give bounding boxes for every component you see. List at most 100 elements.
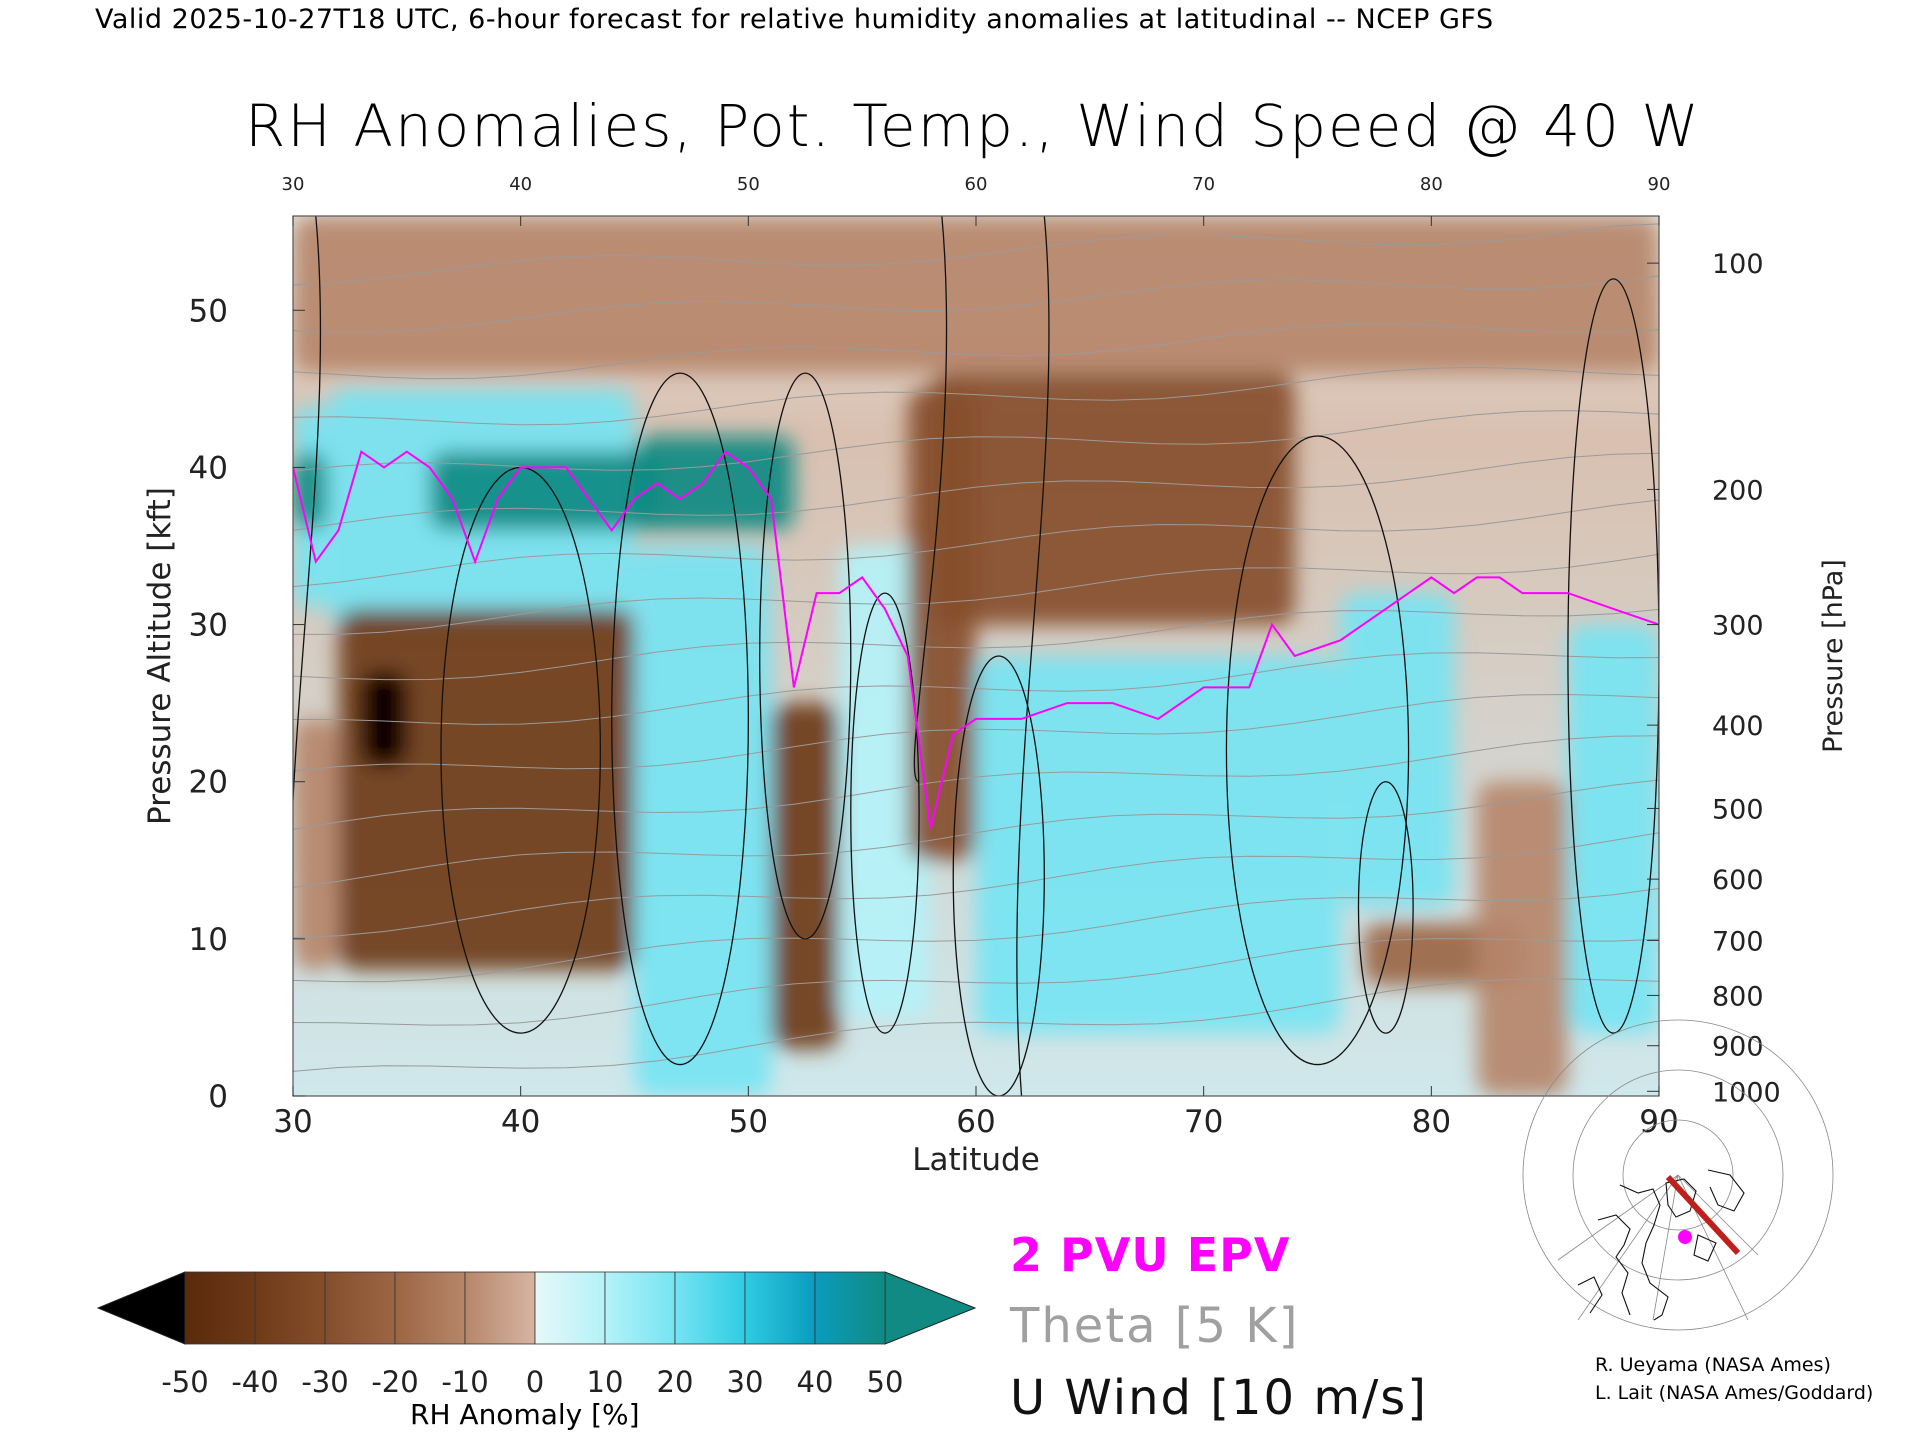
y2-tick-label: 600	[1712, 865, 1764, 896]
x-top-tick-label: 70	[1192, 174, 1215, 195]
y-axis-label: Pressure Altitude [kft]	[142, 487, 178, 825]
y2-tick-label: 100	[1712, 249, 1764, 280]
colorbar-segment	[744, 1271, 816, 1345]
colorbar-tick-label: 20	[657, 1365, 694, 1399]
rh-region	[976, 656, 1341, 1034]
axes: 3030404050506060707080809090010203040501…	[189, 174, 1781, 1140]
colorbar-tick-label: 40	[797, 1365, 834, 1399]
x-tick-label: 80	[1412, 1104, 1451, 1140]
y2-tick-label: 700	[1712, 926, 1764, 957]
theta-contour	[293, 275, 1659, 333]
rh-region	[1567, 624, 1659, 1034]
theta-contour	[293, 832, 1659, 939]
y2-tick-label: 900	[1712, 1032, 1764, 1063]
x-axis-label: Latitude	[912, 1142, 1040, 1178]
x-tick-label: 50	[729, 1104, 768, 1140]
colorbar-tick-label: 10	[587, 1365, 624, 1399]
y-tick-label: 50	[189, 293, 228, 329]
colorbar-segment	[464, 1271, 536, 1345]
colorbar-tick-label: -40	[231, 1365, 278, 1399]
x-top-tick-label: 30	[282, 174, 305, 195]
epv-2pvu-line	[293, 450, 1659, 830]
rh-region	[361, 671, 407, 766]
legend-u-wind: U Wind [10 m/s]	[1010, 1370, 1429, 1426]
plot-area	[293, 216, 1659, 1096]
colorbar-segment	[184, 1271, 256, 1345]
u-wind-contour	[1567, 278, 1659, 1034]
x-tick-label: 90	[1639, 1104, 1678, 1140]
theta-contour	[293, 652, 1659, 725]
rh-region	[1476, 781, 1568, 1096]
y-tick-label: 40	[189, 450, 228, 486]
y2-tick-label: 800	[1712, 981, 1764, 1012]
rh-region	[1340, 593, 1455, 908]
colorbar-tick-label: -20	[371, 1365, 418, 1399]
inset-map-graticule	[1522, 1019, 1834, 1331]
u-wind-contours	[293, 216, 1659, 1096]
rh-region	[293, 718, 339, 971]
u-wind-contour	[1016, 216, 1050, 1096]
colorbar-segment	[814, 1271, 886, 1345]
y2-tick-label: 300	[1712, 611, 1764, 642]
u-wind-contour	[293, 216, 322, 1096]
colorbar-segment	[324, 1271, 396, 1345]
x-tick-label: 30	[273, 1104, 312, 1140]
y2-tick-label: 400	[1712, 711, 1764, 742]
y-tick-label: 20	[189, 765, 228, 801]
cross-section-line	[1665, 1174, 1741, 1256]
colorbar-tick-label: 30	[727, 1365, 764, 1399]
credit-line-1: R. Ueyama (NASA Ames)	[1595, 1354, 1831, 1376]
y2-tick-label: 500	[1712, 794, 1764, 825]
colorbar-segment	[674, 1271, 746, 1345]
colorbar-segment	[394, 1271, 466, 1345]
y-tick-label: 30	[189, 608, 228, 644]
rh-region	[634, 436, 794, 531]
epv-line	[293, 450, 1659, 830]
theta-contour	[293, 553, 1659, 635]
rh-region	[293, 216, 1659, 374]
theta-contour	[293, 888, 1659, 983]
theta-contour	[293, 735, 1659, 830]
x-top-tick-label: 40	[509, 174, 532, 195]
rh-region	[771, 703, 840, 1049]
u-wind-contour	[759, 372, 852, 940]
rh-region	[634, 546, 772, 1096]
colorbar-segment	[254, 1271, 326, 1345]
theta-contour	[293, 608, 1659, 681]
credit-line-2: L. Lait (NASA Ames/Goddard)	[1595, 1382, 1874, 1404]
theta-contour	[293, 366, 1659, 426]
y-tick-label: 10	[189, 922, 228, 958]
theta-contour	[293, 693, 1659, 772]
x-top-tick-label: 80	[1420, 174, 1443, 195]
colorbar-segment	[534, 1271, 606, 1345]
u-wind-contour	[913, 216, 948, 783]
rh-region	[429, 451, 658, 531]
legend-theta: Theta [5 K]	[1010, 1298, 1300, 1354]
theta-contour	[293, 978, 1659, 1072]
location-marker	[1678, 1230, 1692, 1244]
y2-tick-label: 200	[1712, 475, 1764, 506]
colorbar-tick-label: 0	[526, 1365, 544, 1399]
theta-contour	[293, 779, 1659, 888]
theta-contour	[293, 938, 1659, 1026]
y2-axis-label: Pressure [hPa]	[1818, 559, 1849, 753]
x-top-tick-label: 60	[965, 174, 988, 195]
colorbar-tick-label: -30	[301, 1365, 348, 1399]
colorbar-tick-label: -10	[441, 1365, 488, 1399]
y-tick-label: 0	[208, 1079, 228, 1115]
legend-epv: 2 PVU EPV	[1010, 1228, 1291, 1282]
x-tick-label: 70	[1184, 1104, 1223, 1140]
colorbar-over-triangle	[884, 1271, 977, 1345]
forecast-caption: Valid 2025-10-27T18 UTC, 6-hour forecast…	[95, 4, 1494, 35]
chart-title: RH Anomalies, Pot. Temp., Wind Speed @ 4…	[245, 92, 1701, 160]
colorbar: -50 -40 -30 -20 -10 0 10 20 30 40 50	[96, 1271, 977, 1399]
rh-region	[338, 608, 635, 971]
theta-contour	[293, 223, 1659, 286]
u-wind-contour	[1225, 435, 1410, 1066]
rh-region	[930, 373, 1295, 625]
colorbar-segment	[604, 1271, 676, 1345]
theta-contour	[293, 499, 1659, 588]
colorbar-tick-label: -50	[161, 1365, 208, 1399]
inset-map-coastlines	[1577, 1169, 1745, 1321]
